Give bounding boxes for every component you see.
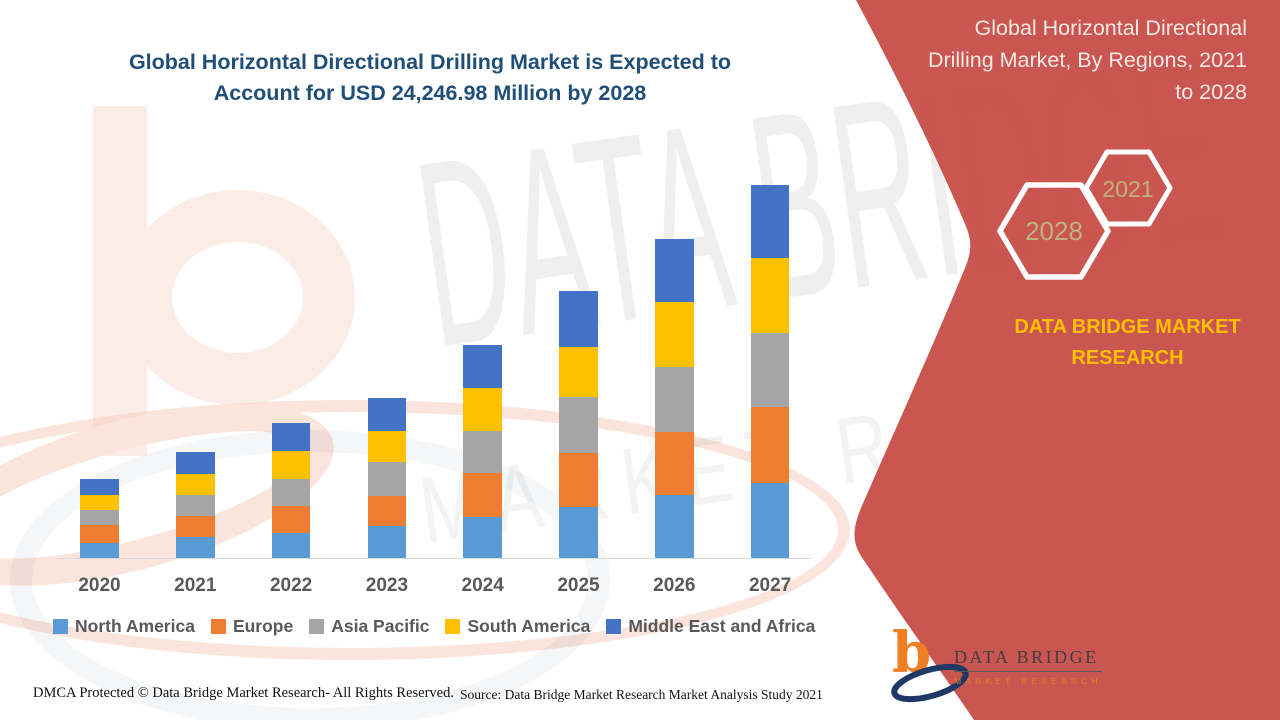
legend-label-south-america: South America (467, 616, 591, 636)
brand-wordmark: DATA BRIDGE MARKET RESEARCH (985, 312, 1270, 374)
bar-segment-north-america-2022 (271, 533, 311, 558)
legend-swatch-asia-pacific (309, 619, 325, 634)
bar-segment-europe-2022 (271, 506, 311, 533)
bar-segment-middle-east-and-africa-2027 (750, 185, 790, 258)
brand-line1: DATA BRIDGE MARKET (1014, 316, 1241, 338)
legend-label-asia-pacific: Asia Pacific (331, 616, 430, 636)
panel-title: Global Horizontal Directional Drilling M… (867, 13, 1247, 108)
chart-legend: North America Europe Asia Pacific South Ame… (53, 616, 815, 637)
bar-segment-north-america-2021 (176, 537, 215, 558)
bar-segment-north-america-2024 (463, 517, 502, 558)
bar-segment-europe-2023 (367, 496, 407, 526)
bar-2023 (367, 398, 407, 558)
bar-segment-south-america-2023 (367, 431, 407, 462)
bar-segment-middle-east-and-africa-2024 (463, 345, 502, 388)
x-label-2021: 2021 (174, 575, 217, 596)
bar-2027 (750, 185, 790, 558)
x-label-2027: 2027 (748, 575, 792, 596)
bar-segment-middle-east-and-africa-2020 (80, 479, 119, 495)
x-label-2026: 2026 (653, 575, 696, 596)
bar-segment-asia-pacific-2027 (750, 333, 790, 407)
bar-segment-south-america-2027 (750, 258, 790, 333)
bar-segment-europe-2025 (559, 453, 598, 507)
dmca-notice: DMCA Protected © Data Bridge Market Rese… (33, 685, 454, 701)
bar-segment-asia-pacific-2026 (655, 367, 694, 432)
bar-2020 (80, 479, 119, 558)
x-label-2023: 2023 (365, 575, 409, 596)
x-axis-line (55, 558, 812, 559)
panel-title-line2: Drilling Market, By Regions, 2021 (927, 47, 1247, 72)
bar-segment-south-america-2024 (463, 388, 502, 431)
logo-subtitle: MARKET RESEARCH (954, 676, 1102, 686)
legend-swatch-north-america (53, 619, 68, 634)
legend-label-middle-east-and-africa: Middle East and Africa (628, 616, 816, 636)
page-title: Global Horizontal Directional Drilling M… (90, 47, 770, 109)
bar-segment-asia-pacific-2021 (176, 495, 215, 516)
bar-segment-europe-2021 (176, 516, 215, 537)
page-title-line1: Global Horizontal Directional Drilling M… (128, 50, 732, 74)
bar-segment-middle-east-and-africa-2026 (655, 239, 694, 302)
logo-swoosh-icon (891, 663, 969, 703)
x-label-2022: 2022 (269, 575, 313, 596)
legend-item-middle-east-and-africa: Middle East and Africa (606, 616, 815, 637)
legend-swatch-south-america (445, 619, 461, 634)
panel-title-line1: Global Horizontal Directional (974, 16, 1247, 40)
bar-segment-europe-2020 (80, 525, 119, 543)
bar-segment-asia-pacific-2024 (463, 431, 502, 473)
legend-swatch-middle-east-and-africa (606, 619, 622, 634)
hexagon-2028-label: 2028 (1025, 216, 1083, 246)
bar-segment-middle-east-and-africa-2022 (271, 423, 311, 451)
legend-item-south-america: South America (445, 616, 590, 637)
bar-segment-europe-2027 (750, 407, 790, 483)
bar-segment-north-america-2027 (750, 483, 790, 558)
panel-title-line3: to 2028 (1175, 79, 1247, 104)
bar-2025 (559, 291, 598, 558)
legend-item-europe: Europe (210, 616, 294, 637)
bar-segment-middle-east-and-africa-2025 (559, 291, 598, 347)
bar-segment-south-america-2020 (80, 495, 119, 510)
hexagon-2021 (1083, 149, 1173, 227)
bar-segment-south-america-2021 (176, 474, 215, 495)
bar-segment-asia-pacific-2023 (367, 462, 407, 496)
x-label-2020: 2020 (78, 575, 121, 596)
databridge-logo: b DATA BRIDGE MARKET RESEARCH (890, 625, 1120, 708)
source-note: Source: Data Bridge Market Research Mark… (460, 687, 823, 702)
legend-label-europe: Europe (232, 616, 294, 636)
bar-segment-middle-east-and-africa-2023 (367, 398, 407, 431)
bar-segment-south-america-2022 (271, 451, 311, 479)
logo-title: DATA BRIDGE (954, 647, 1102, 672)
bar-2021 (176, 452, 215, 558)
bar-segment-north-america-2020 (80, 543, 119, 558)
x-label-2025: 2025 (557, 575, 600, 596)
bar-2026 (655, 239, 694, 558)
legend-item-asia-pacific: Asia Pacific (309, 616, 429, 637)
bar-segment-north-america-2023 (367, 526, 407, 558)
x-label-2024: 2024 (461, 575, 504, 596)
bar-segment-europe-2024 (463, 473, 502, 517)
bar-segment-asia-pacific-2022 (271, 479, 311, 506)
hexagon-2021-label: 2021 (1102, 176, 1153, 202)
bar-segment-asia-pacific-2025 (559, 397, 598, 453)
bar-2022 (271, 423, 311, 558)
bar-2024 (463, 345, 502, 558)
bar-segment-south-america-2026 (655, 302, 694, 367)
hexagon-2028 (997, 182, 1111, 280)
bar-segment-middle-east-and-africa-2021 (176, 452, 215, 474)
bar-segment-asia-pacific-2020 (80, 510, 119, 525)
bar-segment-north-america-2026 (655, 495, 694, 558)
bar-segment-south-america-2025 (559, 347, 598, 397)
bar-segment-north-america-2025 (559, 507, 598, 558)
legend-label-north-america: North America (75, 616, 195, 636)
page-title-line2: Account for USD 24,246.98 Million by 202… (213, 81, 647, 106)
brand-line2: RESEARCH (1071, 347, 1184, 369)
bar-segment-europe-2026 (655, 432, 694, 495)
legend-swatch-europe (210, 619, 226, 634)
year-hexagons: 2028 2021 (997, 149, 1173, 280)
legend-item-north-america: North America (53, 616, 195, 637)
